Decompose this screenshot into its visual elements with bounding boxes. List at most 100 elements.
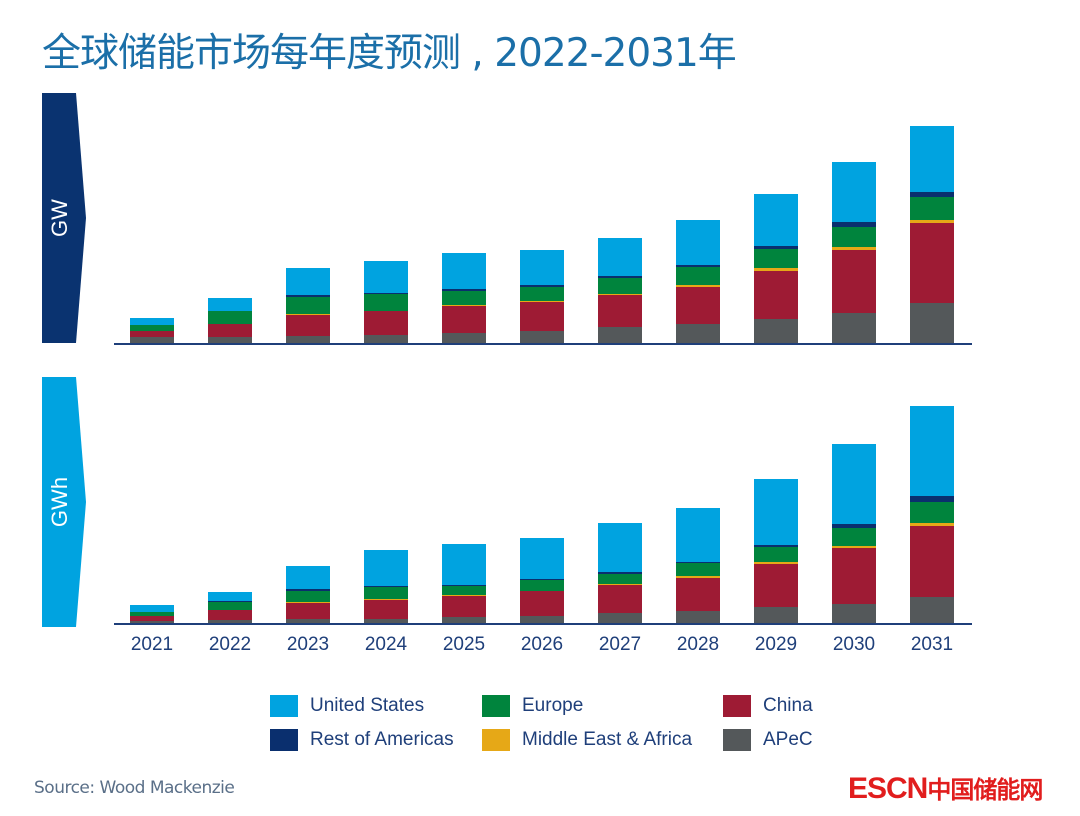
bar-segment-middle-east-africa-2024: [364, 599, 408, 600]
bar-segment-europe-2030: [832, 528, 876, 546]
bar-segment-united-states-2030: [832, 444, 876, 524]
bar-segment-rest-of-americas-2026: [520, 579, 564, 580]
x-tick-label: 2027: [599, 634, 641, 655]
bar-segment-china-2024: [364, 311, 408, 335]
bar-segment-apec-2029: [754, 319, 798, 343]
bar-segment-apec-2024: [364, 619, 408, 623]
bar-segment-china-2028: [676, 578, 720, 611]
bar-segment-united-states-2026: [520, 250, 564, 285]
source-note: Source: Wood Mackenzie: [34, 778, 235, 798]
bar-segment-middle-east-africa-2029: [754, 562, 798, 564]
bar-segment-china-2023: [286, 603, 330, 619]
unit-tag-gw: [42, 93, 86, 343]
x-tick-label: 2022: [209, 634, 251, 655]
bar-segment-europe-2030: [832, 227, 876, 247]
unit-tag-gwh: [42, 377, 86, 627]
bar-segment-china-2027: [598, 295, 642, 327]
bar-segment-europe-2027: [598, 574, 642, 584]
bar-segment-middle-east-africa-2023: [286, 314, 330, 315]
bar-segment-rest-of-americas-2029: [754, 545, 798, 547]
bar-segment-china-2031: [910, 526, 954, 597]
bar-segment-china-2025: [442, 306, 486, 333]
legend-label: Rest of Americas: [310, 729, 454, 750]
legend-swatch: [482, 695, 510, 717]
bar-segment-united-states-2029: [754, 194, 798, 246]
bar-segment-middle-east-africa-2025: [442, 595, 486, 596]
bar-segment-europe-2021: [130, 325, 174, 331]
bar-segment-united-states-2024: [364, 261, 408, 293]
x-tick-label: 2024: [365, 634, 408, 655]
bar-segment-middle-east-africa-2030: [832, 546, 876, 548]
bar-segment-apec-2023: [286, 336, 330, 343]
bar-segment-rest-of-americas-2024: [364, 293, 408, 294]
bar-segment-apec-2027: [598, 327, 642, 343]
x-tick-label: 2025: [443, 634, 485, 655]
legend-item-rest-of-americas: Rest of Americas: [270, 729, 454, 751]
legend-swatch: [482, 729, 510, 751]
bar-segment-middle-east-africa-2028: [676, 576, 720, 578]
legend-swatch: [270, 695, 298, 717]
bar-segment-rest-of-americas-2030: [832, 524, 876, 528]
legend-label: Middle East & Africa: [522, 729, 693, 750]
bar-segment-united-states-2023: [286, 268, 330, 295]
x-tick-label: 2028: [677, 634, 719, 655]
bar-segment-china-2023: [286, 315, 330, 336]
legend-label: Europe: [522, 695, 584, 716]
bar-segment-apec-2022: [208, 337, 252, 343]
brand-cn: 中国储能网: [927, 776, 1043, 804]
bar-segment-china-2026: [520, 591, 564, 616]
bar-segment-europe-2031: [910, 502, 954, 523]
bar-segment-europe-2028: [676, 563, 720, 576]
bar-segment-china-2021: [130, 616, 174, 621]
x-tick-label: 2030: [833, 634, 875, 655]
bar-segment-united-states-2024: [364, 550, 408, 586]
legend-item-middle-east-africa: Middle East & Africa: [482, 729, 692, 751]
bar-segment-apec-2029: [754, 607, 798, 623]
bar-segment-middle-east-africa-2030: [832, 247, 876, 250]
bar-segment-europe-2028: [676, 267, 720, 285]
bar-segment-apec-2027: [598, 613, 642, 623]
unit-tag-label: GW: [47, 199, 72, 237]
bar-segment-china-2031: [910, 223, 954, 303]
bar-segment-china-2024: [364, 600, 408, 619]
bar-segment-rest-of-americas-2031: [910, 192, 954, 197]
bar-segment-china-2027: [598, 585, 642, 613]
bar-segment-europe-2022: [208, 311, 252, 324]
legend-item-united-states: United States: [270, 695, 424, 717]
bar-segment-china-2030: [832, 548, 876, 604]
bar-segment-china-2029: [754, 271, 798, 319]
bar-segment-rest-of-americas-2030: [832, 222, 876, 227]
bar-segment-europe-2022: [208, 602, 252, 610]
bar-segment-europe-2025: [442, 586, 486, 595]
bar-segment-china-2021: [130, 331, 174, 337]
bar-segment-china-2025: [442, 596, 486, 617]
bar-segment-middle-east-africa-2029: [754, 268, 798, 271]
bar-segment-united-states-2028: [676, 508, 720, 562]
bar-segment-apec-2026: [520, 331, 564, 343]
bar-segment-apec-2028: [676, 611, 720, 623]
bar-segment-united-states-2026: [520, 538, 564, 579]
bar-segment-rest-of-americas-2027: [598, 572, 642, 574]
bar-segment-apec-2025: [442, 333, 486, 343]
bar-segment-apec-2030: [832, 313, 876, 343]
bar-segment-middle-east-africa-2031: [910, 523, 954, 526]
bar-segment-united-states-2031: [910, 126, 954, 192]
bar-segment-china-2029: [754, 564, 798, 607]
bar-segment-europe-2026: [520, 287, 564, 301]
x-tick-label: 2023: [287, 634, 329, 655]
bar-segment-europe-2023: [286, 591, 330, 602]
bar-segment-united-states-2021: [130, 605, 174, 612]
bar-segment-apec-2023: [286, 619, 330, 623]
bar-segment-apec-2031: [910, 597, 954, 623]
brand-logo: ESCN中国储能网: [848, 770, 1043, 806]
bar-segment-united-states-2023: [286, 566, 330, 589]
bar-segment-middle-east-africa-2025: [442, 305, 486, 306]
legend-swatch: [723, 695, 751, 717]
legend-swatch: [270, 729, 298, 751]
legend-swatch: [723, 729, 751, 751]
bar-segment-europe-2021: [130, 612, 174, 616]
bar-segment-europe-2024: [364, 294, 408, 311]
bar-segment-apec-2026: [520, 616, 564, 623]
x-tick-label: 2031: [911, 634, 953, 655]
